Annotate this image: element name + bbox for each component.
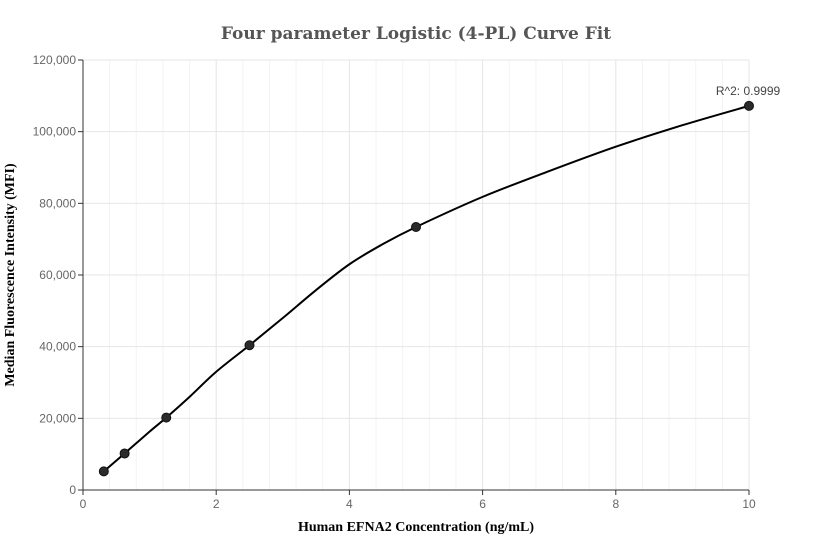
y-tick-labels: 0 20,000 40,000 60,000 80,000 100,000 120,000 (33, 53, 83, 497)
grid (82, 59, 750, 491)
y-tick-label: 100,000 (33, 125, 77, 139)
y-tick-label: 120,000 (33, 53, 77, 67)
data-point (161, 412, 172, 423)
x-tick-label: 6 (479, 497, 486, 511)
data-point (98, 466, 109, 477)
fit-curve-line (103, 104, 750, 473)
x-tick-label: 0 (80, 497, 87, 511)
r-squared-annotation: R^2: 0.9999 (716, 84, 781, 98)
data-point (119, 448, 130, 459)
data-point (744, 100, 754, 111)
y-axis-title: Median Fluorescence Intensity (MFI) (3, 163, 18, 387)
data-point (411, 221, 421, 232)
x-tick-labels: 0 2 4 6 8 10 (80, 490, 756, 511)
x-axis-title: Human EFNA2 Concentration (ng/mL) (298, 520, 534, 535)
chart-title: Four parameter Logistic (4-PL) Curve Fit (221, 24, 611, 44)
x-tick-label: 8 (612, 497, 619, 511)
y-tick-label: 40,000 (39, 340, 76, 354)
x-tick-label: 10 (742, 497, 756, 511)
y-tick-label: 20,000 (39, 411, 76, 425)
x-tick-label: 4 (346, 497, 353, 511)
y-tick-label: 60,000 (39, 268, 76, 282)
y-tick-label: 0 (69, 483, 76, 497)
x-tick-label: 2 (213, 497, 220, 511)
data-point (244, 340, 255, 351)
y-tick-label: 80,000 (39, 196, 76, 210)
data-points (98, 100, 754, 477)
